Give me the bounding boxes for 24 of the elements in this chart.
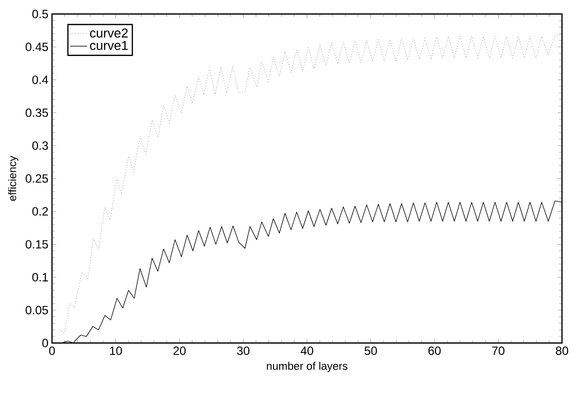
legend-label: curve1: [90, 40, 128, 50]
x-tick-label: 30: [237, 346, 250, 355]
x-tick-label: 10: [110, 346, 122, 355]
y-tick-label: 0.4: [32, 76, 48, 84]
y-axis-title: efficiency: [8, 156, 18, 201]
y-tick-label: 0.5: [32, 10, 48, 18]
x-tick-label: 70: [492, 346, 504, 355]
x-tick-label: 20: [173, 346, 186, 355]
y-tick-label: 0.25: [26, 174, 48, 183]
x-axis-title: number of layers: [266, 362, 348, 372]
y-tick-label: 0.15: [26, 240, 48, 249]
y-tick-label: 0.1: [32, 272, 48, 282]
x-tick-label: 0: [49, 346, 55, 355]
legend-label: curve2: [90, 28, 128, 38]
y-tick-label: 0.45: [26, 42, 48, 52]
x-tick-label: 50: [364, 346, 377, 355]
x-tick-label: 80: [556, 346, 568, 355]
x-tick-label: 40: [300, 346, 314, 355]
y-tick-label: 0.35: [26, 108, 48, 117]
y-tick-label: 0: [42, 338, 48, 348]
y-tick-label: 0.05: [26, 306, 48, 314]
x-tick-label: 60: [428, 346, 441, 355]
y-tick-label: 0.3: [32, 141, 48, 150]
y-tick-label: 0.2: [32, 207, 48, 216]
